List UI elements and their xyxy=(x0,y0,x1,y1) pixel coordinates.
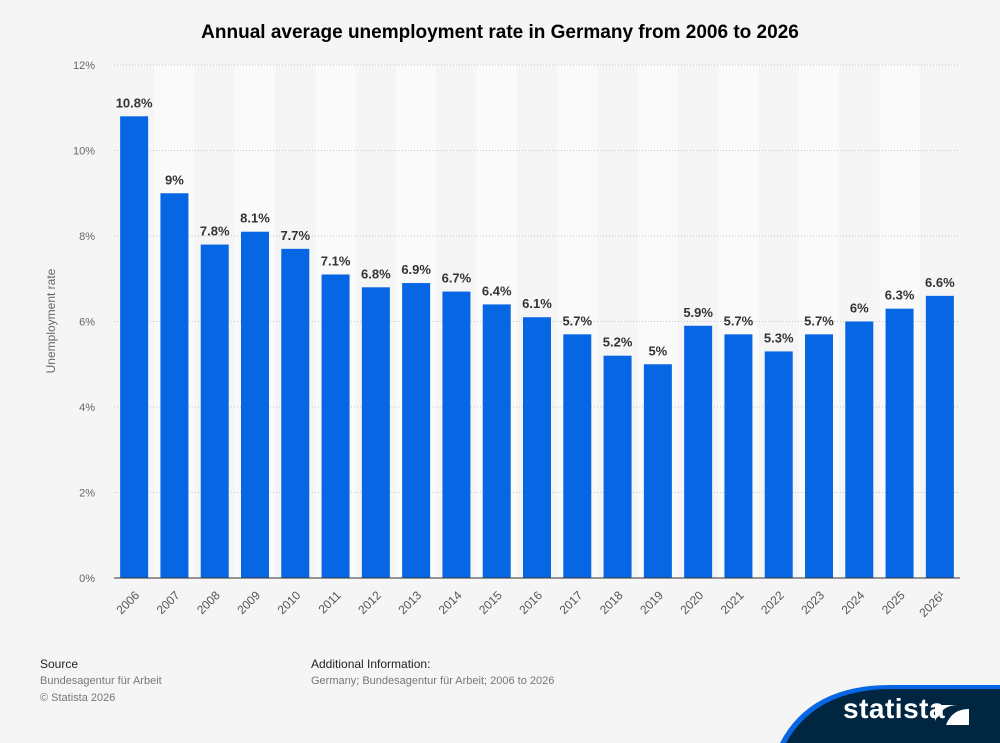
bar xyxy=(402,283,431,578)
data-label: 10.8% xyxy=(116,95,153,110)
info-block: Additional Information: Germany; Bundesa… xyxy=(311,656,554,690)
data-label: 5.7% xyxy=(804,313,834,328)
chart-title: Annual average unemployment rate in Germ… xyxy=(201,22,799,43)
bar xyxy=(764,351,793,578)
bar xyxy=(241,231,269,578)
x-tick-label: 2010 xyxy=(275,588,304,617)
x-tick-label: 2021 xyxy=(718,588,747,617)
data-label: 6.4% xyxy=(482,283,512,298)
data-label: 6% xyxy=(850,301,869,316)
bar xyxy=(925,295,954,578)
data-label: 6.6% xyxy=(925,275,955,290)
bar xyxy=(200,244,229,579)
x-tick-label: 2009 xyxy=(234,588,263,617)
data-label: 5.3% xyxy=(764,330,794,345)
x-tick-label: 2026¹ xyxy=(916,588,948,620)
bar xyxy=(120,116,149,579)
source-heading: Source xyxy=(40,657,79,671)
bar xyxy=(523,317,551,578)
bar xyxy=(482,304,511,578)
y-tick-label: 8% xyxy=(79,231,95,243)
data-label: 5.9% xyxy=(683,305,713,320)
data-label: 6.1% xyxy=(522,296,552,311)
bar xyxy=(885,308,914,578)
statista-logo-text: statista xyxy=(843,693,946,724)
data-label: 7.7% xyxy=(280,228,310,243)
x-tick-label: 2015 xyxy=(476,588,505,617)
y-tick-label: 0% xyxy=(79,573,95,585)
info-text: Germany; Bundesagentur für Arbeit; 2006 … xyxy=(311,675,555,687)
data-label: 5.2% xyxy=(603,335,633,350)
x-tick-label: 2006 xyxy=(113,588,142,617)
bar xyxy=(321,274,350,578)
x-tick-label: 2025 xyxy=(879,588,908,617)
x-tick-label: 2023 xyxy=(798,588,827,617)
bar xyxy=(281,248,310,578)
x-tick-label: 2014 xyxy=(436,588,465,617)
y-tick-label: 4% xyxy=(79,402,95,414)
bar xyxy=(563,334,592,578)
x-tick-label: 2007 xyxy=(154,588,183,617)
bar xyxy=(845,321,874,578)
data-label: 5% xyxy=(648,343,667,358)
bar-chart: 0% 2% 4% 6% 8% 10% 12% Unemployment rate 10.8% 20… xyxy=(44,60,960,620)
x-tick-label: 2008 xyxy=(194,588,223,617)
data-label: 9% xyxy=(165,172,184,187)
bar xyxy=(805,334,833,578)
bar xyxy=(160,193,189,578)
bar xyxy=(724,334,753,578)
y-axis-label: Unemployment rate xyxy=(44,268,58,373)
data-label: 8.1% xyxy=(240,211,270,226)
x-tick-label: 2024 xyxy=(839,588,868,617)
y-tick-label: 10% xyxy=(73,146,95,158)
x-tick-label: 2016 xyxy=(516,588,545,617)
data-label: 5.7% xyxy=(562,313,592,328)
x-tick-label: 2019 xyxy=(637,588,666,617)
y-tick-label: 6% xyxy=(79,317,95,329)
x-tick-label: 2011 xyxy=(316,588,344,616)
data-label: 5.7% xyxy=(724,313,754,328)
x-tick-label: 2013 xyxy=(395,588,424,617)
bar xyxy=(684,325,713,578)
bar xyxy=(361,287,390,578)
x-tick-label: 2017 xyxy=(557,588,586,617)
data-label: 7.1% xyxy=(321,253,351,268)
source-block: Source Bundesagentur für Arbeit © Statis… xyxy=(40,656,162,707)
bar xyxy=(643,364,672,578)
data-label: 6.7% xyxy=(442,271,472,286)
y-tick-label: 2% xyxy=(79,488,95,500)
y-tick-label: 12% xyxy=(73,60,95,72)
x-tick-label: 2012 xyxy=(355,588,384,617)
bar xyxy=(603,355,632,578)
statista-logo-banner xyxy=(780,685,1000,743)
x-tick-label: 2022 xyxy=(758,588,787,617)
data-label: 7.8% xyxy=(200,224,230,239)
x-tick-label: 2020 xyxy=(677,588,706,617)
data-label: 6.3% xyxy=(885,288,915,303)
bar xyxy=(442,291,471,578)
data-label: 6.8% xyxy=(361,266,391,281)
info-heading: Additional Information: xyxy=(311,657,431,671)
source-text: Bundesagentur für Arbeit xyxy=(40,675,162,687)
x-tick-label: 2018 xyxy=(597,588,626,617)
copyright: © Statista 2026 xyxy=(40,692,116,704)
data-label: 6.9% xyxy=(401,262,431,277)
